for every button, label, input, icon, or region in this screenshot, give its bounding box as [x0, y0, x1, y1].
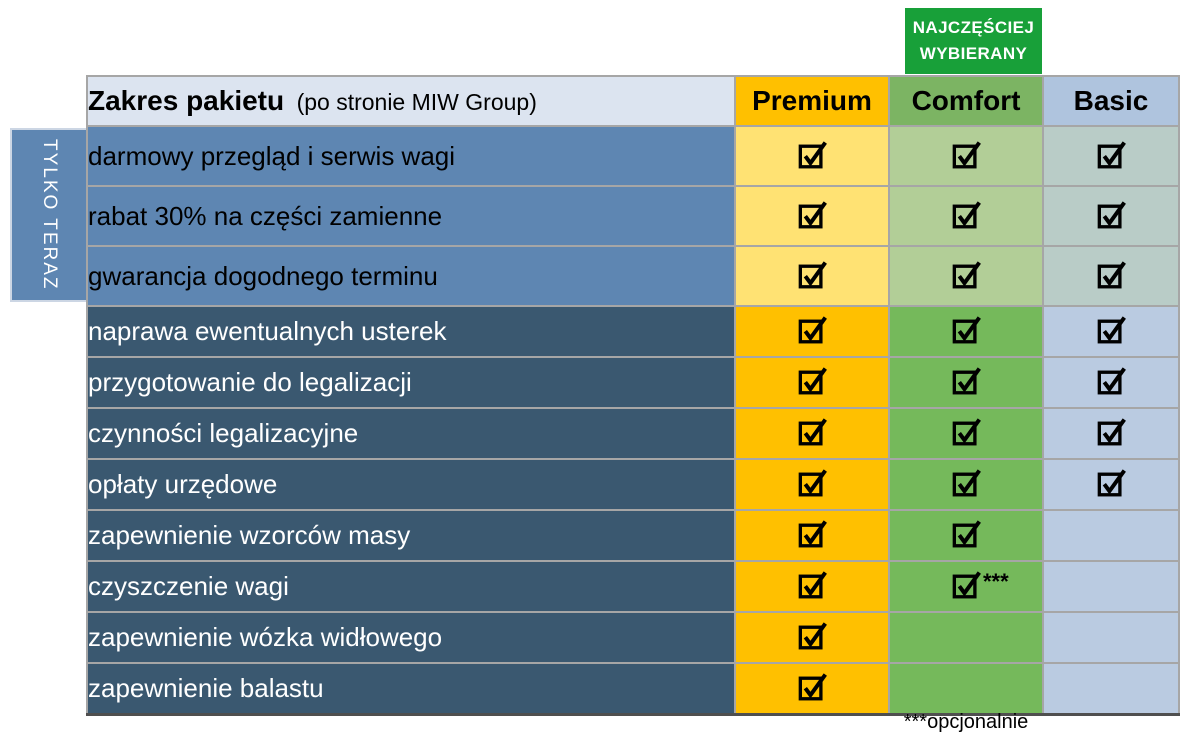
checked-icon	[797, 620, 827, 650]
row-label: rabat 30% na części zamienne	[86, 185, 736, 247]
checked-icon: ***	[951, 569, 1009, 599]
checked-icon	[951, 365, 981, 395]
checked-icon	[797, 365, 827, 395]
basic-cell	[1042, 458, 1180, 511]
table-header-row: Zakres pakietu (po stronie MIW Group) Pr…	[86, 75, 1180, 127]
package-table-body: darmowy przegląd i serwis wagi rabat 30%…	[86, 125, 1180, 715]
comfort-cell	[888, 185, 1044, 247]
row-label: zapewnienie balastu	[86, 662, 736, 715]
package-scope-header: Zakres pakietu (po stronie MIW Group)	[86, 75, 736, 127]
badge-line-1: NAJCZĘŚCIEJ	[912, 17, 1035, 37]
row-label: zapewnienie wózka widłowego	[86, 611, 736, 664]
row-label: opłaty urzędowe	[86, 458, 736, 511]
comfort-cell	[888, 662, 1044, 715]
premium-cell	[734, 356, 890, 409]
optional-note: ***	[983, 569, 1009, 594]
checked-icon	[1096, 139, 1126, 169]
checked-icon	[951, 199, 981, 229]
basic-cell	[1042, 407, 1180, 460]
basic-cell	[1042, 185, 1180, 247]
checked-icon	[1096, 259, 1126, 289]
checked-icon	[797, 199, 827, 229]
comfort-cell	[888, 305, 1044, 358]
premium-cell	[734, 185, 890, 247]
checked-icon	[1096, 365, 1126, 395]
basic-cell	[1042, 611, 1180, 664]
row-label: naprawa ewentualnych usterek	[86, 305, 736, 358]
header-title: Zakres pakietu	[88, 85, 285, 116]
checked-icon	[951, 139, 981, 169]
checked-icon	[1096, 199, 1126, 229]
badge-line-2: WYBIERANY	[919, 44, 1028, 63]
basic-cell	[1042, 509, 1180, 562]
comfort-cell	[888, 509, 1044, 562]
premium-cell	[734, 662, 890, 715]
checked-icon	[797, 518, 827, 548]
comfort-cell	[888, 125, 1044, 187]
checked-icon	[1096, 467, 1126, 497]
checked-icon	[797, 569, 827, 599]
checked-icon	[797, 416, 827, 446]
comfort-cell	[888, 245, 1044, 307]
basic-cell	[1042, 305, 1180, 358]
comfort-cell	[888, 458, 1044, 511]
table-row: przygotowanie do legalizacji	[86, 356, 1180, 409]
premium-cell	[734, 560, 890, 613]
comfort-cell	[888, 407, 1044, 460]
premium-cell	[734, 407, 890, 460]
checked-icon	[797, 467, 827, 497]
comfort-cell: ***	[888, 560, 1044, 613]
optional-footnote: ***opcjonalnie	[903, 711, 1029, 733]
row-label: zapewnienie wzorców masy	[86, 509, 736, 562]
row-label: czyszczenie wagi	[86, 560, 736, 613]
table-row: darmowy przegląd i serwis wagi	[86, 125, 1180, 187]
only-now-side-tab: TYLKO TERAZ	[10, 128, 86, 302]
only-now-label: TYLKO TERAZ	[39, 139, 60, 291]
checked-icon	[951, 259, 981, 289]
table-row: zapewnienie wózka widłowego	[86, 611, 1180, 664]
checked-icon	[951, 416, 981, 446]
basic-cell	[1042, 560, 1180, 613]
premium-cell	[734, 458, 890, 511]
checked-icon	[1096, 416, 1126, 446]
most-chosen-badge: NAJCZĘŚCIEJ WYBIERANY	[905, 8, 1042, 74]
table-row: zapewnienie balastu	[86, 662, 1180, 715]
table-row: czynności legalizacyjne	[86, 407, 1180, 460]
header-subtitle: (po stronie MIW Group)	[296, 89, 537, 115]
table-row: opłaty urzędowe	[86, 458, 1180, 511]
checked-icon	[797, 259, 827, 289]
table-row: rabat 30% na części zamienne	[86, 185, 1180, 247]
basic-cell	[1042, 356, 1180, 409]
checked-icon	[797, 671, 827, 701]
premium-cell	[734, 509, 890, 562]
basic-cell	[1042, 662, 1180, 715]
checked-icon	[951, 314, 981, 344]
checked-icon	[951, 467, 981, 497]
premium-cell	[734, 611, 890, 664]
comfort-cell	[888, 611, 1044, 664]
checked-icon	[797, 139, 827, 169]
checked-icon	[1096, 314, 1126, 344]
table-row: czyszczenie wagi ***	[86, 560, 1180, 613]
row-label: darmowy przegląd i serwis wagi	[86, 125, 736, 187]
package-table: Zakres pakietu (po stronie MIW Group) Pr…	[86, 75, 1180, 716]
table-row: gwarancja dogodnego terminu	[86, 245, 1180, 307]
basic-cell	[1042, 125, 1180, 187]
basic-cell	[1042, 245, 1180, 307]
column-header-comfort: Comfort	[888, 75, 1044, 127]
premium-cell	[734, 305, 890, 358]
comfort-cell	[888, 356, 1044, 409]
table-row: zapewnienie wzorców masy	[86, 509, 1180, 562]
column-header-premium: Premium	[734, 75, 890, 127]
row-label: przygotowanie do legalizacji	[86, 356, 736, 409]
checked-icon	[797, 314, 827, 344]
row-label: czynności legalizacyjne	[86, 407, 736, 460]
row-label: gwarancja dogodnego terminu	[86, 245, 736, 307]
table-row: naprawa ewentualnych usterek	[86, 305, 1180, 358]
premium-cell	[734, 245, 890, 307]
premium-cell	[734, 125, 890, 187]
checked-icon	[951, 518, 981, 548]
column-header-basic: Basic	[1042, 75, 1180, 127]
